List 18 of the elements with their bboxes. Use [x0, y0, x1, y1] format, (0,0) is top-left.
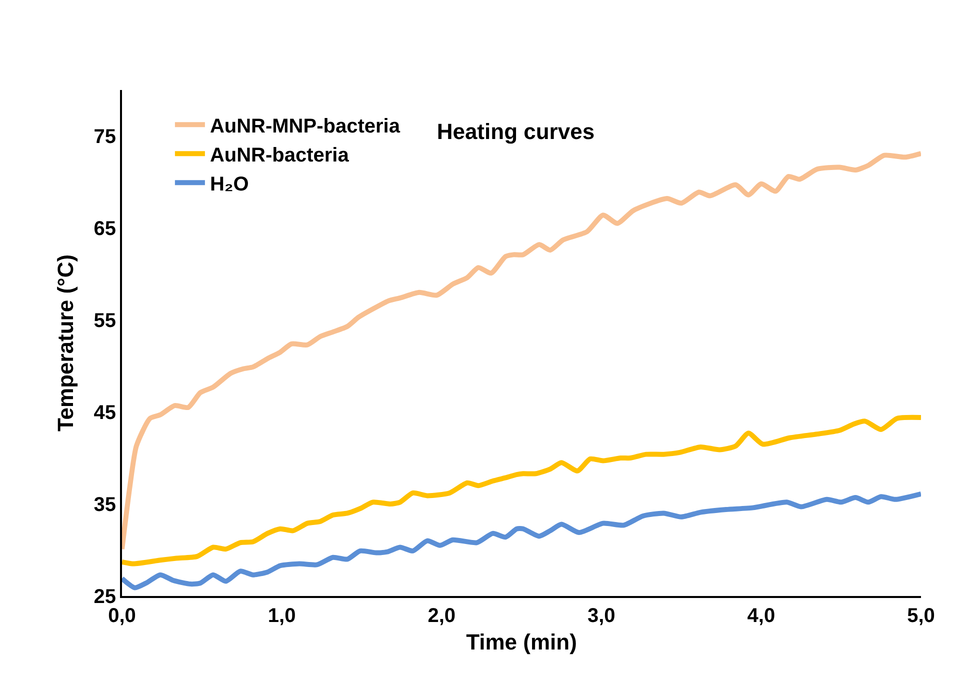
- x-tick-label: 3,0: [587, 605, 616, 627]
- y-tick-label: 25: [94, 586, 116, 608]
- x-tick-label: 2,0: [428, 605, 456, 627]
- x-tick-label: 4,0: [747, 605, 776, 627]
- y-tick-label: 65: [94, 218, 116, 240]
- x-tick-label: 5,0: [907, 605, 935, 627]
- y-tick-label: 35: [94, 494, 116, 516]
- y-axis-title: Temperature (°C): [53, 254, 78, 432]
- y-tick-label: 75: [94, 126, 116, 148]
- x-tick-label: 1,0: [268, 605, 296, 627]
- legend-label: AuNR-MNP-bacteria: [210, 115, 401, 138]
- x-axis-title: Time (min): [466, 629, 577, 654]
- x-tick-label: 0,0: [108, 605, 136, 627]
- y-tick-label: 45: [94, 402, 116, 424]
- text: Heating curves: [436, 118, 595, 144]
- legend-label: AuNR-bacteria: [210, 144, 350, 166]
- legend-label: H₂O: [210, 173, 249, 196]
- y-tick-label: 55: [94, 310, 116, 332]
